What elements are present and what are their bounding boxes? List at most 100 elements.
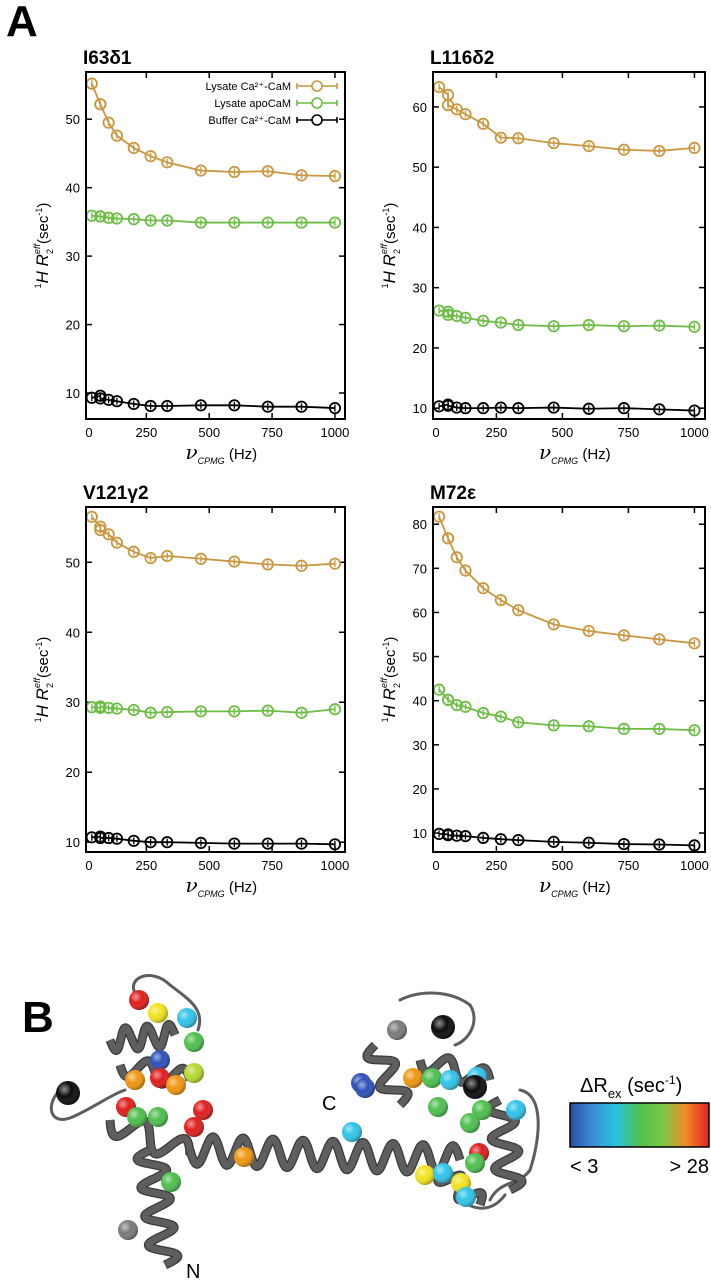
data-point-marker: [653, 144, 666, 158]
data-point-marker: [295, 837, 308, 850]
y-label-close: ): [382, 203, 399, 208]
data-point-marker: [127, 397, 140, 411]
data-point-marker: [228, 837, 241, 850]
y-label-unit-sup: -1: [381, 642, 391, 650]
data-point: [127, 213, 140, 226]
data-point: [459, 108, 472, 121]
data-point: [228, 705, 241, 718]
x-label-nu: ν: [186, 440, 198, 464]
y-tick-label: 20: [413, 341, 427, 356]
data-point-marker: [450, 401, 463, 414]
x-label-unit: (Hz): [578, 446, 611, 463]
data-point-marker: [144, 214, 157, 227]
data-point-marker: [653, 838, 666, 851]
x-tick-label: 750: [261, 425, 283, 440]
data-point: [688, 141, 701, 155]
colorbar: ΔRex (sec-1) < 3 > 28: [569, 1073, 710, 1178]
fit-line: [91, 516, 335, 567]
data-point-marker: [459, 700, 472, 713]
data-point-marker: [617, 143, 631, 156]
data-point: [295, 837, 308, 850]
x-tick-label: 0: [432, 425, 439, 440]
data-point: [328, 703, 342, 716]
data-point-marker: [261, 400, 274, 413]
data-point: [102, 831, 115, 845]
residue-sphere-shading: [440, 1070, 460, 1090]
protein-structure: [49, 974, 540, 1270]
residue-sphere-shading: [184, 1117, 204, 1137]
y-label-eff: eff: [379, 243, 389, 255]
data-point-marker: [547, 320, 560, 333]
data-point: [617, 143, 631, 156]
colorbar-scale: [569, 1102, 710, 1148]
panel-b-label: B: [22, 993, 54, 1042]
data-point: [441, 693, 455, 706]
y-label-sup: 1: [380, 717, 390, 722]
residue-sphere-shading: [433, 1163, 453, 1183]
data-point-marker: [477, 831, 490, 844]
data-point-marker: [328, 169, 342, 183]
data-point-marker: [459, 564, 472, 577]
x-label-nu: ν: [539, 440, 551, 464]
data-point: [494, 710, 507, 723]
x-label-sub: CPMG: [551, 456, 578, 466]
data-point: [582, 624, 595, 638]
x-tick-label: 500: [552, 425, 574, 440]
data-point: [512, 402, 525, 415]
data-point-marker: [94, 831, 107, 845]
data-point-marker: [161, 705, 174, 719]
panel-a-label: A: [6, 0, 38, 46]
fit-line: [90, 83, 335, 177]
data-point-marker: [582, 318, 595, 332]
residue-sphere-shading: [431, 1015, 455, 1039]
y-tick-label: 20: [413, 782, 427, 797]
y-label-sup: 1: [380, 283, 390, 288]
residue-sphere-shading: [148, 1107, 168, 1127]
data-point-marker: [295, 216, 308, 229]
data-point: [194, 705, 208, 718]
data-point-marker: [494, 833, 507, 846]
data-point: [459, 564, 472, 577]
data-point: [110, 212, 124, 225]
data-point: [94, 98, 107, 111]
x-tick-label: 250: [135, 425, 157, 440]
residue-sphere-shading: [422, 1068, 442, 1088]
residue-sphere-shading: [355, 1078, 375, 1098]
x-label-unit: (Hz): [225, 446, 258, 463]
colorbar-title: ΔRex (sec-1): [580, 1073, 682, 1101]
data-point-marker: [102, 116, 115, 129]
data-point: [228, 837, 241, 850]
y-tick-label: 30: [66, 249, 80, 264]
data-point-marker: [261, 558, 274, 571]
data-point-marker: [617, 722, 631, 736]
data-point-marker: [477, 314, 490, 327]
data-point: [228, 399, 241, 412]
data-point-marker: [582, 624, 595, 638]
residue-sphere-shading: [177, 1008, 197, 1028]
data-point-marker: [582, 836, 595, 849]
plot-title: L116δ2: [430, 48, 494, 69]
data-point: [161, 214, 174, 227]
data-point: [144, 399, 157, 413]
x-tick-label: 750: [261, 858, 283, 873]
data-point-marker: [688, 637, 701, 650]
series-lysate-apocam: [85, 209, 342, 229]
y-label-sup: 1: [33, 717, 43, 722]
y-tick-label: 80: [413, 517, 427, 532]
data-point: [102, 393, 115, 406]
residue-sphere-shading: [150, 1050, 170, 1070]
data-point-marker: [94, 392, 107, 405]
data-point-marker: [512, 716, 525, 729]
residue-sphere-shading: [234, 1147, 254, 1167]
data-point: [477, 706, 490, 720]
x-axis-label: νCPMG (Hz): [539, 873, 611, 899]
y-label-sub: 2: [392, 683, 402, 688]
residue-sphere-shading: [150, 1068, 170, 1088]
residue-sphere-shading: [465, 1153, 485, 1173]
data-point: [450, 698, 463, 712]
x-axis-label: νCPMG (Hz): [186, 873, 258, 899]
data-point-marker: [459, 402, 472, 415]
legend-label: Buffer Ca²⁺-CaM: [208, 115, 291, 127]
fit-line: [438, 86, 695, 152]
